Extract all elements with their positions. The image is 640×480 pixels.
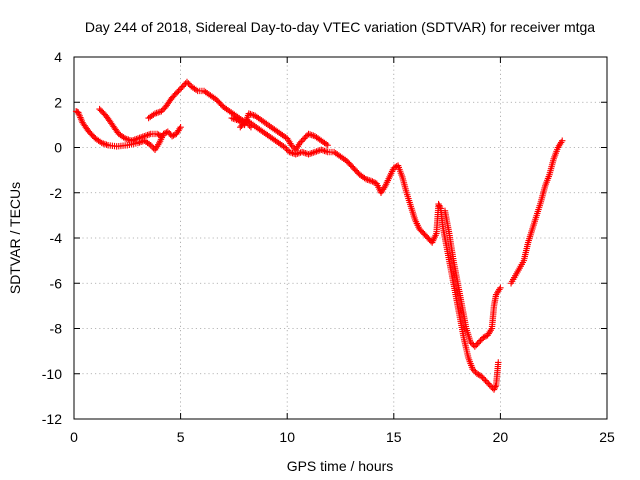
x-tick-label: 25 [599, 429, 615, 445]
data-point [436, 202, 443, 209]
chart-title: Day 244 of 2018, Sidereal Day-to-day VTE… [85, 19, 595, 35]
axes: 0 5 10 15 20 25 -12 -10 -8 -6 -4 -2 0 2 4 [42, 49, 615, 445]
x-axis-label: GPS time / hours [287, 458, 394, 474]
x-tick-label: 15 [386, 429, 402, 445]
data-point [166, 129, 173, 137]
y-tick-label: 0 [54, 140, 62, 156]
data-point [436, 203, 444, 211]
data-point [170, 132, 177, 139]
data-point [483, 378, 491, 386]
data-point [173, 89, 181, 96]
data-point [185, 80, 192, 87]
data-point [468, 340, 476, 347]
x-tick-label: 5 [177, 429, 185, 445]
data-point [482, 377, 489, 384]
y-tick-label: 4 [54, 49, 62, 65]
data-point [177, 123, 184, 131]
x-tick-label: 10 [279, 429, 295, 445]
data-point [370, 178, 378, 186]
data-point [168, 132, 176, 140]
grid [74, 57, 607, 419]
data-point [471, 343, 479, 350]
data-point [559, 137, 566, 144]
data-series [72, 78, 566, 393]
data-point [159, 106, 167, 113]
data-point [164, 128, 172, 135]
data-point [324, 142, 331, 149]
data-point [497, 284, 504, 291]
data-point [470, 367, 478, 374]
y-tick-label: 2 [54, 94, 62, 110]
data-point [153, 130, 161, 138]
data-point [473, 370, 481, 377]
data-point [180, 81, 188, 89]
data-point [435, 200, 442, 208]
data-point [288, 142, 295, 149]
data-point [474, 340, 481, 347]
data-point [480, 334, 487, 341]
data-point [183, 78, 191, 86]
data-point [485, 380, 492, 387]
data-point [179, 83, 186, 90]
data-point [299, 136, 307, 144]
y-tick-label: -8 [50, 321, 63, 337]
data-point [158, 132, 165, 140]
data-point [156, 132, 164, 139]
data-point [480, 375, 488, 383]
data-point [302, 133, 309, 141]
data-point [490, 386, 498, 393]
data-point [175, 87, 182, 95]
data-point [321, 147, 328, 155]
data-point [301, 135, 308, 142]
x-tick-label: 20 [493, 429, 509, 445]
x-tick-label: 0 [70, 429, 78, 445]
data-point [369, 178, 376, 185]
data-point [467, 338, 474, 346]
data-point [298, 138, 305, 145]
y-tick-label: -10 [42, 366, 62, 382]
y-tick-label: -2 [50, 185, 63, 201]
data-point [478, 372, 485, 380]
data-point [281, 144, 289, 151]
y-tick-label: -12 [42, 411, 62, 427]
data-point [469, 366, 476, 373]
y-tick-label: -6 [50, 275, 63, 291]
data-point [178, 84, 185, 92]
data-point [155, 131, 162, 138]
data-point [479, 374, 486, 381]
data-point [473, 341, 480, 349]
data-point [283, 145, 290, 153]
data-point [475, 338, 483, 346]
data-point [486, 381, 493, 389]
data-point [491, 384, 498, 392]
data-point [477, 337, 484, 344]
data-point [158, 108, 165, 115]
data-point [296, 139, 304, 147]
data-point [495, 359, 502, 366]
data-point [302, 149, 309, 157]
data-point [475, 371, 482, 378]
data-point [492, 383, 499, 390]
data-point [176, 86, 184, 93]
y-tick-label: -4 [50, 230, 63, 246]
data-point [147, 142, 154, 149]
data-point [481, 333, 488, 340]
y-axis-label: SDTVAR / TECUs [7, 182, 23, 294]
data-point [163, 129, 170, 136]
